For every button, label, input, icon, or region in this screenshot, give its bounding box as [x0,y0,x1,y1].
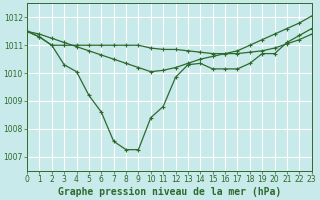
X-axis label: Graphe pression niveau de la mer (hPa): Graphe pression niveau de la mer (hPa) [58,186,281,197]
